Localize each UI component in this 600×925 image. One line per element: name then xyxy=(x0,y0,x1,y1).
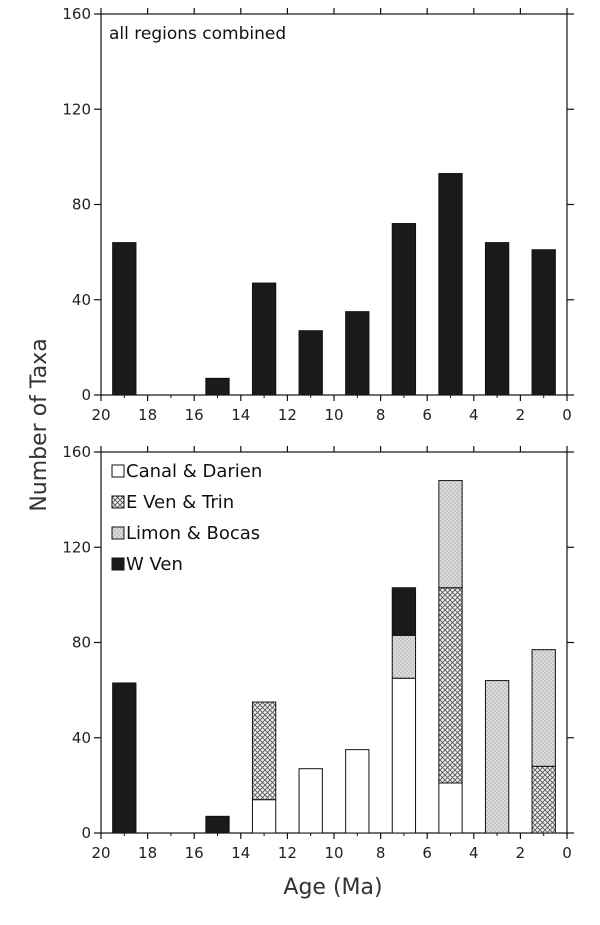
legend-label-limon-and-bocas: Limon & Bocas xyxy=(126,523,260,544)
legend-swatch-canal-and-darien xyxy=(111,464,125,478)
bar-canal-and-darien-5ma xyxy=(438,782,463,834)
x-tick-label: 8 xyxy=(376,844,386,862)
x-tick-label: 8 xyxy=(376,406,386,424)
x-tick-label: 6 xyxy=(422,406,432,424)
bar-limon-and-bocas-1ma xyxy=(531,649,556,767)
x-tick-label: 4 xyxy=(469,406,479,424)
y-tick-label: 80 xyxy=(72,196,91,214)
bar-total-5ma xyxy=(438,173,463,396)
bar-canal-and-darien-9ma xyxy=(345,749,370,834)
x-tick-label: 10 xyxy=(324,406,343,424)
bar-total-9ma xyxy=(345,311,370,396)
bar-limon-and-bocas-5ma xyxy=(438,480,463,589)
y-axis-title: Number of Taxa xyxy=(27,338,52,511)
x-tick-label: 12 xyxy=(278,844,297,862)
bar-w-ven-15ma xyxy=(205,815,230,834)
x-tick-label: 10 xyxy=(324,844,343,862)
bar-e-ven-and-trin-1ma xyxy=(531,765,556,834)
x-tick-label: 20 xyxy=(91,406,110,424)
x-tick-label: 14 xyxy=(231,844,250,862)
panel-title: all regions combined xyxy=(109,24,286,44)
x-tick-label: 20 xyxy=(91,844,110,862)
bars xyxy=(112,173,556,396)
legend-swatch-w-ven xyxy=(111,557,125,571)
bar-w-ven-19ma xyxy=(112,682,137,834)
x-tick-label: 16 xyxy=(185,844,204,862)
bar-e-ven-and-trin-13ma xyxy=(251,701,277,801)
bar-limon-and-bocas-3ma xyxy=(484,680,510,834)
bar-canal-and-darien-13ma xyxy=(251,799,277,834)
y-tick-label: 0 xyxy=(81,386,91,404)
legend-label-e-ven-and-trin: E Ven & Trin xyxy=(126,492,234,513)
y-tick-label: 0 xyxy=(81,824,91,842)
bar-e-ven-and-trin-5ma xyxy=(438,587,463,784)
x-tick-label: 2 xyxy=(516,406,526,424)
bar-canal-and-darien-11ma xyxy=(298,768,323,834)
x-tick-label: 0 xyxy=(562,844,572,862)
x-tick-label: 2 xyxy=(516,844,526,862)
y-tick-label: 160 xyxy=(62,5,91,23)
bar-total-15ma xyxy=(205,377,230,396)
bar-total-7ma xyxy=(391,223,417,396)
y-tick-label: 40 xyxy=(72,729,91,747)
bar-canal-and-darien-7ma xyxy=(391,677,417,834)
x-tick-label: 18 xyxy=(138,406,157,424)
legend-label-w-ven: W Ven xyxy=(126,554,183,575)
x-tick-label: 0 xyxy=(562,406,572,424)
bar-total-3ma xyxy=(484,242,510,396)
x-tick-label: 16 xyxy=(185,406,204,424)
y-tick-label: 40 xyxy=(72,291,91,309)
legend: Canal & Darien E Ven & Trin Limon & Bocas W… xyxy=(111,461,262,575)
x-axis-title: Age (Ma) xyxy=(283,875,382,900)
y-tick-label: 80 xyxy=(72,634,91,652)
bar-total-13ma xyxy=(251,282,277,396)
y-tick-label: 120 xyxy=(62,100,91,118)
bar-limon-and-bocas-7ma xyxy=(391,634,417,679)
legend-label-canal-and-darien: Canal & Darien xyxy=(126,461,262,482)
x-tick-label: 4 xyxy=(469,844,479,862)
x-tick-label: 18 xyxy=(138,844,157,862)
bar-total-19ma xyxy=(112,242,137,396)
legend-swatch-limon-and-bocas xyxy=(111,526,125,540)
x-tick-label: 14 xyxy=(231,406,250,424)
bar-total-11ma xyxy=(298,330,323,396)
legend-swatch-e-ven-and-trin xyxy=(111,495,125,509)
y-tick-label: 160 xyxy=(62,443,91,461)
bar-w-ven-7ma xyxy=(391,587,417,636)
y-tick-label: 120 xyxy=(62,538,91,556)
bars xyxy=(112,480,556,834)
x-tick-label: 6 xyxy=(422,844,432,862)
bar-total-1ma xyxy=(531,249,556,396)
x-tick-label: 12 xyxy=(278,406,297,424)
